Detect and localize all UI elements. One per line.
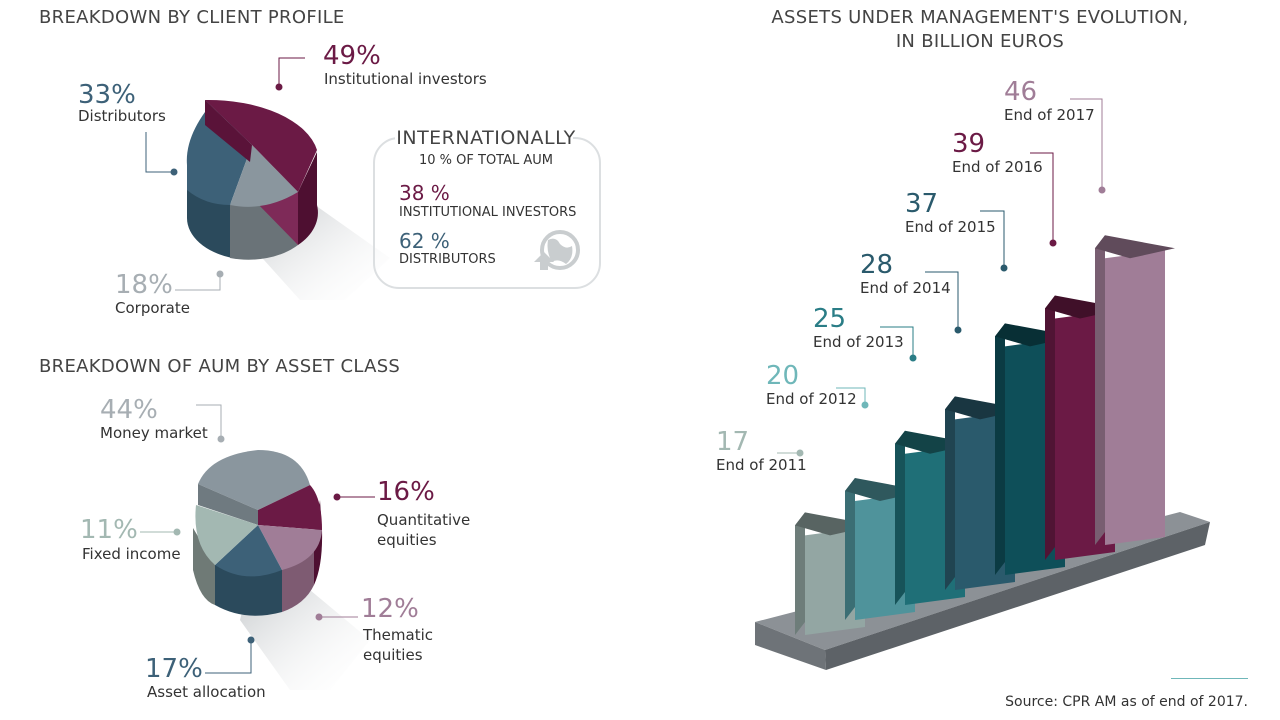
bar-leader-7 xyxy=(1070,98,1103,190)
slice-quantitative-equities xyxy=(258,485,322,530)
bar-leader-dot-3 xyxy=(909,354,917,362)
bar-side-6 xyxy=(1045,295,1055,560)
bar-value-label-7: 46 xyxy=(1004,77,1038,107)
bar-leader-5 xyxy=(980,210,1005,268)
international-title: INTERNATIONALLY xyxy=(396,127,576,149)
bar-value-label-6: 39 xyxy=(952,129,986,159)
slice-side-institutional xyxy=(298,152,318,245)
slice-inner-face xyxy=(205,100,252,162)
bar-value-label-2: 20 xyxy=(766,361,800,391)
bar-leader-dot-2 xyxy=(861,401,869,409)
bar-category-label-7: End of 2017 xyxy=(1004,106,1095,124)
bar-front-7 xyxy=(1105,250,1165,546)
client-profile-title: BREAKDOWN BY CLIENT PROFILE xyxy=(39,7,345,28)
quantitative-label: Quantitative equities xyxy=(377,511,471,549)
slice-side-thematic xyxy=(282,545,314,612)
bar-category-label-5: End of 2015 xyxy=(905,218,996,236)
corporate-label: Corporate xyxy=(115,299,190,317)
bar-leader-dot-1 xyxy=(796,449,804,457)
bar-category-label-1: End of 2011 xyxy=(716,456,807,474)
bar-leader-dot-5 xyxy=(1000,264,1008,272)
source-divider xyxy=(1171,678,1248,679)
chart-base-front xyxy=(825,522,1210,670)
fixed-income-pct: 11% xyxy=(80,515,138,545)
slice-thematic-equities xyxy=(258,525,322,570)
bar-category-label-4: End of 2014 xyxy=(860,279,951,297)
bar-value-label-1: 17 xyxy=(716,427,750,457)
distributors-label: Distributors xyxy=(78,107,166,125)
bar-top-7 xyxy=(1095,235,1175,259)
bar-side-7 xyxy=(1095,235,1105,546)
asset-allocation-label: Asset allocation xyxy=(147,683,266,701)
bar-side-4 xyxy=(945,396,955,590)
money-market-pct: 44% xyxy=(100,395,158,425)
slice-fixed-income xyxy=(195,505,258,565)
fixed-income-label: Fixed income xyxy=(82,545,181,563)
slice-distributors xyxy=(186,100,252,205)
bar-category-label-6: End of 2016 xyxy=(952,158,1043,176)
aum-evolution-title-line1: ASSETS UNDER MANAGEMENT'S EVOLUTION, xyxy=(771,7,1189,28)
money-market-label: Money market xyxy=(100,424,208,442)
international-distributors-pct: 62 % xyxy=(399,229,450,253)
international-institutional-pct: 38 % xyxy=(399,181,450,205)
international-institutional-label: INSTITUTIONAL INVESTORS xyxy=(399,205,577,220)
thematic-pct: 12% xyxy=(361,594,419,624)
bar-leader-dot-6 xyxy=(1049,239,1057,247)
institutional-label: Institutional investors xyxy=(324,70,487,88)
bar-leader-2 xyxy=(836,387,866,405)
asset-class-title: BREAKDOWN OF AUM BY ASSET CLASS xyxy=(39,356,401,377)
bar-category-label-2: End of 2012 xyxy=(766,390,857,408)
slice-corporate xyxy=(230,145,298,207)
slice-money-market xyxy=(198,450,310,510)
slice-inner-face-money xyxy=(198,484,258,525)
slice-side-fixed-income xyxy=(193,528,215,605)
slice-asset-allocation xyxy=(215,525,282,577)
bar-leader-3 xyxy=(880,326,914,358)
bar-leader-dot-7 xyxy=(1098,186,1106,194)
corporate-pct: 18% xyxy=(115,270,173,300)
source-note: Source: CPR AM as of end of 2017. xyxy=(1005,694,1248,710)
bar-leader-6 xyxy=(1030,152,1054,243)
slice-side-asset-allocation xyxy=(215,565,282,616)
international-distributors-label: DISTRIBUTORS xyxy=(399,252,496,267)
bar-leader-dot-4 xyxy=(954,326,962,334)
bar-leader-4 xyxy=(925,271,959,330)
bar-side-1 xyxy=(795,512,805,635)
bar-value-label-3: 25 xyxy=(813,304,847,334)
asset-allocation-pct: 17% xyxy=(145,654,203,684)
institutional-pct: 49% xyxy=(323,41,381,71)
bar-side-5 xyxy=(995,323,1005,575)
aum-evolution-title-line2: IN BILLION EUROS xyxy=(895,31,1065,52)
bar-category-label-3: End of 2013 xyxy=(813,333,904,351)
international-subtitle: 10 % OF TOTAL AUM xyxy=(419,153,553,168)
thematic-label: Thematic equities xyxy=(363,626,433,664)
quantitative-pct: 16% xyxy=(377,477,435,507)
distributors-pct: 33% xyxy=(78,80,136,110)
chart-base-front-left xyxy=(755,622,826,670)
bar-side-3 xyxy=(895,430,905,605)
slice-institutional-investors xyxy=(205,99,317,192)
bar-value-label-4: 28 xyxy=(860,250,894,280)
bar-value-label-5: 37 xyxy=(905,189,939,219)
bar-side-2 xyxy=(845,478,855,620)
